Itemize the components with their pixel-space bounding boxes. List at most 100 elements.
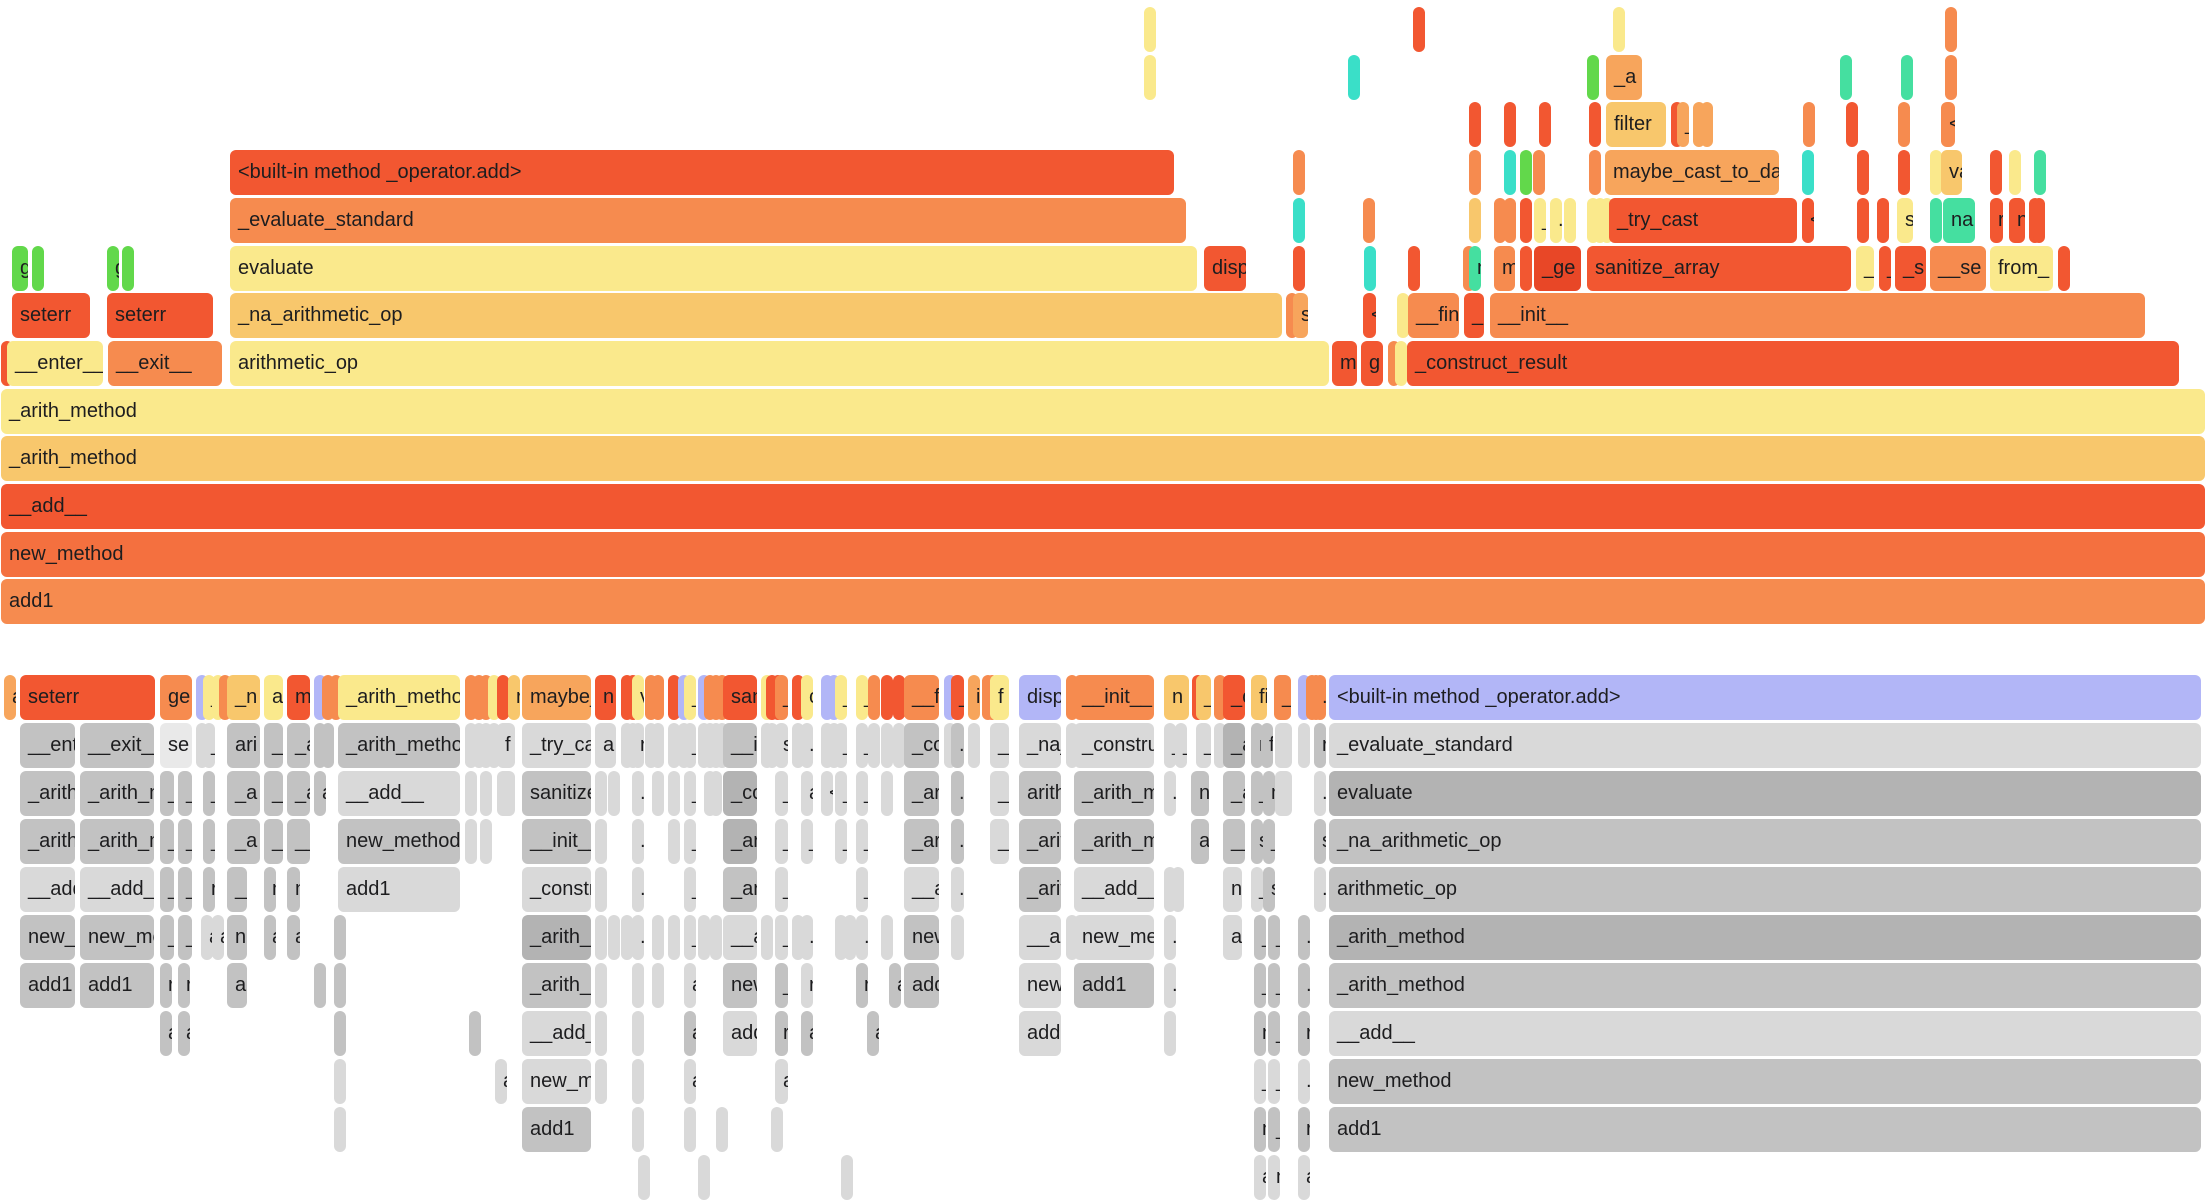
flame-frame[interactable]: __ (1223, 819, 1245, 864)
flame-frame-a[interactable]: a (889, 963, 901, 1008)
flame-frame[interactable] (2033, 198, 2045, 243)
flame-frame-g[interactable]: g (1361, 341, 1383, 386)
flame-frame-add1[interactable]: add1 (1019, 1011, 1061, 1056)
flame-frame[interactable]: . (951, 771, 964, 816)
flame-frame-arith-method[interactable]: _arith_method (1, 389, 2205, 434)
flame-frame[interactable] (968, 723, 980, 768)
flame-frame[interactable]: . (1298, 1059, 1310, 1104)
flame-frame[interactable] (469, 1011, 481, 1056)
flame-frame-s[interactable]: s (1293, 293, 1308, 338)
flame-frame[interactable] (1930, 198, 1942, 243)
flame-frame-a[interactable]: _a (1223, 771, 1245, 816)
flame-frame[interactable] (1701, 102, 1713, 147)
flame-frame-m[interactable]: m (1332, 341, 1357, 386)
flame-frame[interactable]: _ (160, 771, 174, 816)
flame-frame-g[interactable]: g (12, 246, 28, 291)
flame-frame[interactable] (465, 771, 477, 816)
flame-frame[interactable]: _ (264, 819, 283, 864)
flame-frame[interactable]: _ (684, 771, 696, 816)
selected-frame[interactable]: <built-in method _operator.add> (1329, 675, 2201, 720)
flame-frame[interactable] (1293, 198, 1305, 243)
flame-frame-a[interactable]: a (684, 1059, 696, 1104)
flame-frame-new-method[interactable]: new_method (723, 963, 757, 1008)
flame-frame-a[interactable]: a (201, 915, 213, 960)
flame-frame[interactable]: _ (178, 867, 192, 912)
flame-frame[interactable] (122, 246, 134, 291)
flame-frame-arith-method[interactable]: _arith_method (80, 771, 154, 816)
flame-frame-evaluate[interactable]: evaluate (1329, 771, 2201, 816)
flame-frame-dispatch[interactable]: dispatch (1019, 675, 1061, 720)
flame-frame-arithmetic-op[interactable]: arithmetic_op (230, 341, 1329, 386)
flame-frame-n[interactable]: n (1254, 1107, 1266, 1152)
flame-frame[interactable] (881, 675, 893, 720)
flame-frame-arith-method[interactable]: _arith_method (723, 819, 757, 864)
flame-frame-add1[interactable]: add1 (723, 1011, 757, 1056)
flame-frame-arith-method[interactable]: _arith_method (522, 915, 591, 960)
flame-frame-r[interactable]: r (1990, 198, 2003, 243)
flame-frame[interactable] (652, 675, 664, 720)
flame-frame[interactable]: _ (684, 675, 696, 720)
flame-frame[interactable]: . (1164, 963, 1176, 1008)
flame-frame[interactable] (1293, 246, 1305, 291)
flame-frame[interactable] (893, 723, 905, 768)
flame-frame[interactable]: . (951, 723, 964, 768)
flame-frame[interactable]: . (1298, 963, 1310, 1008)
flame-frame[interactable]: _ (160, 819, 174, 864)
flame-frame[interactable]: _ (835, 771, 847, 816)
flame-frame[interactable] (1857, 198, 1869, 243)
flame-frame[interactable]: . (951, 819, 964, 864)
flame-frame[interactable]: . (801, 915, 813, 960)
flame-frame[interactable] (480, 771, 492, 816)
flame-frame[interactable] (1857, 150, 1869, 195)
flame-frame[interactable] (698, 915, 710, 960)
flame-frame[interactable]: _ (1274, 675, 1291, 720)
flame-frame[interactable] (1397, 293, 1409, 338)
flame-frame[interactable] (621, 915, 633, 960)
flame-frame[interactable] (841, 1155, 853, 1200)
flame-frame-r[interactable]: r (1314, 723, 1326, 768)
flame-frame[interactable]: < (1941, 102, 1955, 147)
flame-frame[interactable] (1877, 198, 1889, 243)
flame-frame[interactable] (668, 819, 680, 864)
flame-frame[interactable] (1589, 102, 1601, 147)
flame-frame[interactable] (1587, 55, 1599, 100)
flame-frame-a[interactable]: _a (287, 771, 310, 816)
flame-frame[interactable] (1504, 102, 1516, 147)
flame-frame[interactable] (710, 915, 722, 960)
flame-frame[interactable] (868, 723, 880, 768)
flame-frame-r[interactable]: r (801, 963, 813, 1008)
flame-frame[interactable]: _ (835, 819, 847, 864)
flame-frame-s[interactable]: s (1263, 867, 1275, 912)
flame-frame[interactable]: . (801, 723, 813, 768)
flame-frame[interactable] (480, 819, 492, 864)
flame-frame-evaluate[interactable]: evaluate (230, 246, 1197, 291)
flame-frame-a[interactable]: a (684, 1011, 696, 1056)
flame-frame[interactable] (632, 1107, 644, 1152)
flame-frame-arith-method[interactable]: _arith_method (1, 436, 2205, 481)
flame-frame[interactable] (334, 1059, 346, 1104)
flame-frame-a[interactable]: a (314, 771, 326, 816)
flame-frame[interactable] (1803, 102, 1815, 147)
flame-frame-new-method[interactable]: new_method (1074, 915, 1154, 960)
flame-frame[interactable]: _ (684, 819, 696, 864)
flame-frame[interactable] (595, 915, 607, 960)
flame-frame[interactable] (1275, 771, 1292, 816)
flame-frame-add[interactable]: __add__ (723, 915, 757, 960)
flame-frame-init[interactable]: __init__ (1490, 293, 2145, 338)
flame-frame-r[interactable]: r (856, 963, 868, 1008)
flame-frame-a[interactable]: a (1191, 819, 1209, 864)
flame-frame[interactable] (1533, 150, 1545, 195)
flame-frame[interactable]: _ (1251, 771, 1263, 816)
flame-frame[interactable] (698, 1155, 710, 1200)
flame-frame[interactable] (1144, 7, 1156, 52)
flame-frame-exit[interactable]: __exit__ (80, 723, 154, 768)
flame-frame[interactable] (632, 1011, 644, 1056)
flame-frame[interactable] (1408, 246, 1420, 291)
flame-frame-sanitize-array[interactable]: sanitize_array (1587, 246, 1851, 291)
flame-frame-add1[interactable]: add1 (904, 963, 939, 1008)
flame-frame[interactable] (652, 963, 664, 1008)
flame-frame[interactable]: _ (835, 723, 847, 768)
flame-frame[interactable] (668, 675, 680, 720)
flame-frame-add1[interactable]: add1 (338, 867, 460, 912)
flame-frame-enter[interactable]: __enter__ (20, 723, 75, 768)
